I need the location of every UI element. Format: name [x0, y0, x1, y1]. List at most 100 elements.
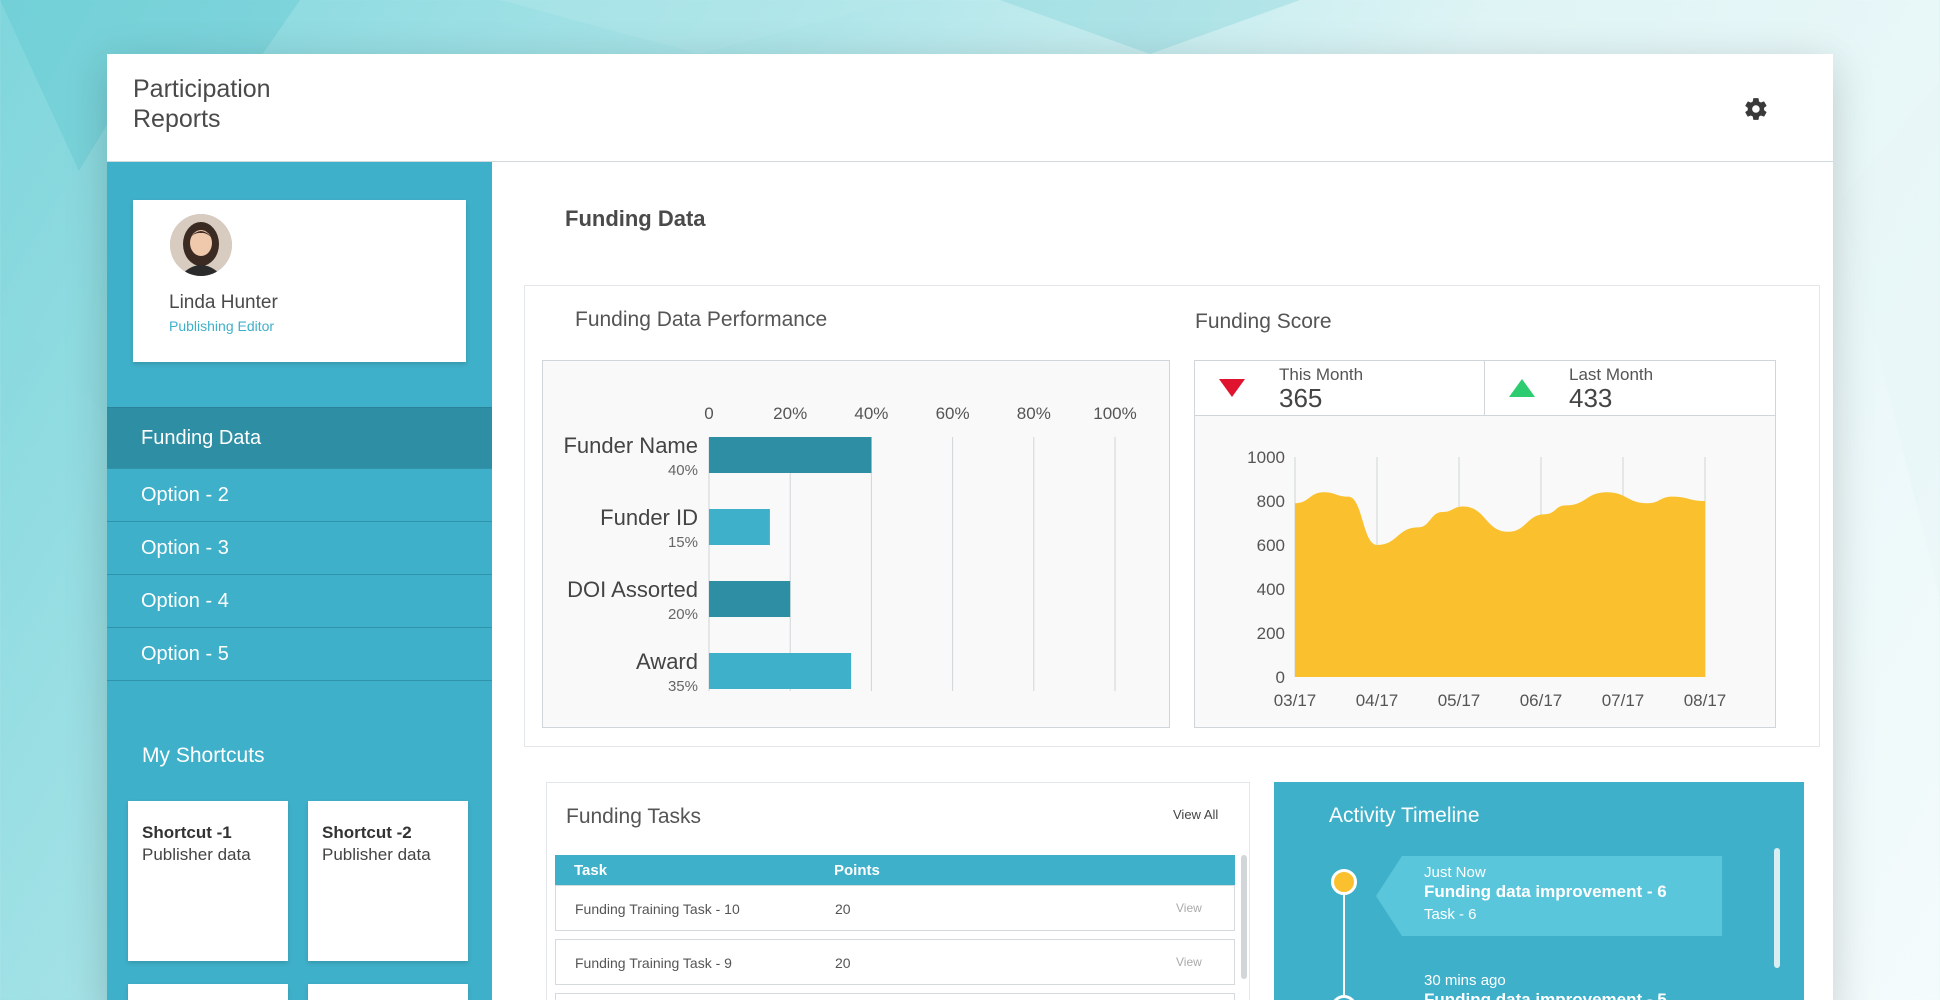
- performance-chart: 0 20% 40% 60% 80% 100% Funder Name 40% Funder ID…: [542, 360, 1170, 728]
- column-header-task: Task: [574, 862, 608, 879]
- bar: [709, 509, 770, 545]
- view-task-link[interactable]: View: [1176, 901, 1202, 915]
- score-summary: This Month 365 Last Month 433: [1195, 361, 1775, 416]
- x-tick-label: 80%: [1017, 404, 1051, 423]
- shortcut-card-2[interactable]: Shortcut -2 Publisher data: [308, 801, 468, 961]
- category-label: Funder ID: [600, 505, 698, 530]
- shortcuts-title: My Shortcuts: [142, 744, 265, 767]
- timeline-task: Task - 6: [1424, 906, 1477, 923]
- this-month-value: 365: [1279, 383, 1323, 413]
- sidebar-item-label: Option - 4: [141, 589, 229, 612]
- last-month-value: 433: [1569, 383, 1613, 413]
- x-tick-label: 20%: [773, 404, 807, 423]
- sidebar-item-label: Funding Data: [141, 426, 262, 449]
- table-row[interactable]: [555, 993, 1235, 1000]
- shortcut-subtitle: Publisher data: [142, 845, 251, 864]
- app-header: Participation Reports: [107, 54, 1833, 162]
- sidebar-nav: Funding Data Option - 2 Option - 3 Optio…: [107, 407, 492, 681]
- performance-title: Funding Data Performance: [575, 308, 828, 331]
- score-title: Funding Score: [1195, 310, 1332, 333]
- value-label: 15%: [668, 534, 698, 551]
- sidebar: Linda Hunter Publishing Editor Funding D…: [107, 162, 492, 1000]
- x-tick-label: 60%: [936, 404, 970, 423]
- tasks-table-header: Task Points: [555, 855, 1235, 885]
- x-tick-label: 06/17: [1520, 691, 1563, 710]
- sidebar-item-option-4[interactable]: Option - 4: [107, 575, 492, 628]
- y-tick-label: 200: [1257, 624, 1285, 643]
- timeline-dot-active: [1331, 869, 1357, 895]
- timeline-line: [1343, 882, 1345, 1000]
- timeline-dot: [1331, 995, 1357, 1000]
- shortcut-card-3[interactable]: [128, 984, 288, 1000]
- timeline-scrollbar[interactable]: [1774, 848, 1780, 968]
- task-points: 20: [835, 955, 851, 971]
- score-area-chart: 03/17 04/17 05/17 06/17 07/17 08/17 0 200 400 600…: [1247, 448, 1726, 710]
- timeline-item-1[interactable]: Just Now Funding data improvement - 6 Ta…: [1376, 856, 1722, 936]
- area-series: [1295, 492, 1705, 677]
- sidebar-item-label: Option - 2: [141, 483, 229, 506]
- sidebar-item-option-3[interactable]: Option - 3: [107, 522, 492, 575]
- shortcut-title: Shortcut -1: [142, 823, 232, 842]
- timeline-title: Activity Timeline: [1329, 804, 1480, 827]
- x-tick-label: 0: [704, 404, 713, 423]
- x-tick-label: 100%: [1093, 404, 1136, 423]
- profile-role: Publishing Editor: [169, 318, 275, 334]
- sidebar-item-funding-data[interactable]: Funding Data: [107, 407, 492, 469]
- shortcut-card-1[interactable]: Shortcut -1 Publisher data: [128, 801, 288, 961]
- x-tick-label: 03/17: [1274, 691, 1317, 710]
- bar: [709, 581, 791, 617]
- analytics-panel: Funding Data Performance Funding Score 0…: [524, 285, 1820, 747]
- y-tick-label: 1000: [1247, 448, 1285, 467]
- this-month-label: This Month: [1279, 365, 1364, 384]
- avatar-image: [170, 214, 232, 276]
- app-title: Participation Reports: [133, 75, 271, 133]
- x-tick-label: 40%: [854, 404, 888, 423]
- y-tick-label: 0: [1276, 668, 1285, 687]
- value-label: 20%: [668, 606, 698, 623]
- sidebar-item-option-5[interactable]: Option - 5: [107, 628, 492, 681]
- activity-timeline: Activity Timeline Just Now Funding data …: [1274, 782, 1804, 1000]
- value-label: 35%: [668, 678, 698, 695]
- tasks-scrollbar[interactable]: [1241, 855, 1247, 979]
- sidebar-item-label: Option - 5: [141, 642, 229, 665]
- table-row[interactable]: Funding Training Task - 10 20 View: [555, 885, 1235, 931]
- avatar[interactable]: [170, 214, 232, 276]
- task-points: 20: [835, 901, 851, 917]
- column-header-points: Points: [834, 862, 880, 879]
- shortcut-card-4[interactable]: [308, 984, 468, 1000]
- shortcut-subtitle: Publisher data: [322, 845, 431, 864]
- performance-bar-chart: 0 20% 40% 60% 80% 100% Funder Name 40% Funder ID…: [563, 404, 1136, 695]
- timeline-headline: Funding data improvement - 6: [1424, 882, 1667, 901]
- timeline-time: Just Now: [1424, 864, 1486, 881]
- arrow-up-icon: [1509, 379, 1535, 397]
- tasks-title: Funding Tasks: [566, 805, 702, 828]
- arrow-down-icon: [1219, 379, 1245, 397]
- this-month-cell: This Month 365: [1195, 361, 1485, 416]
- category-label: DOI Assorted: [567, 577, 698, 602]
- x-tick-label: 07/17: [1602, 691, 1645, 710]
- y-tick-label: 800: [1257, 492, 1285, 511]
- value-label: 40%: [668, 462, 698, 479]
- shortcut-title: Shortcut -2: [322, 823, 412, 842]
- table-row[interactable]: Funding Training Task - 9 20 View: [555, 939, 1235, 985]
- funding-tasks-panel: Funding Tasks View All Task Points Fundi…: [546, 782, 1250, 1000]
- sidebar-item-label: Option - 3: [141, 536, 229, 559]
- view-task-link[interactable]: View: [1176, 955, 1202, 969]
- x-tick-label: 04/17: [1356, 691, 1399, 710]
- profile-name: Linda Hunter: [169, 292, 278, 313]
- bar: [709, 653, 852, 689]
- timeline-headline-2: Funding data improvement - 5: [1424, 990, 1667, 1000]
- sidebar-item-option-2[interactable]: Option - 2: [107, 469, 492, 522]
- category-label: Award: [636, 649, 698, 674]
- gear-icon[interactable]: [1743, 96, 1769, 122]
- x-tick-label: 05/17: [1438, 691, 1481, 710]
- y-tick-label: 600: [1257, 536, 1285, 555]
- profile-card[interactable]: Linda Hunter Publishing Editor: [133, 200, 466, 362]
- last-month-label: Last Month: [1569, 365, 1654, 384]
- y-tick-label: 400: [1257, 580, 1285, 599]
- bar: [709, 437, 872, 473]
- task-name: Funding Training Task - 10: [575, 901, 740, 917]
- category-label: Funder Name: [563, 433, 698, 458]
- view-all-link[interactable]: View All: [1173, 807, 1219, 822]
- score-chart: This Month 365 Last Month 433 03/17 04/17…: [1194, 360, 1776, 728]
